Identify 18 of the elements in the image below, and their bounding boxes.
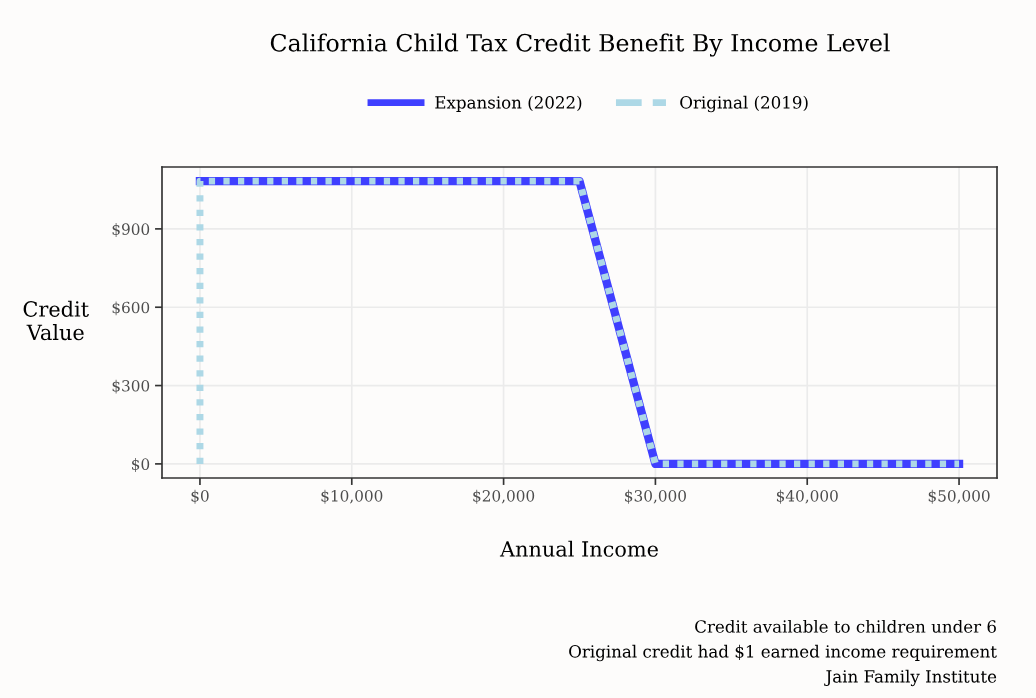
x-tick-label: $30,000 bbox=[625, 489, 686, 504]
y-tick-label: $0 bbox=[132, 458, 150, 472]
legend-label: Expansion (2022) bbox=[435, 95, 582, 112]
y-tick-label: $600 bbox=[112, 301, 150, 316]
text: Jain Family Institute bbox=[824, 669, 997, 687]
text: Original credit had $1 earned income requirement bbox=[569, 644, 997, 662]
x-axis-title: Annual Income bbox=[499, 540, 658, 557]
y-tick-label: $900 bbox=[112, 223, 150, 237]
legend-label: Original (2019) bbox=[680, 95, 808, 113]
x-tick-label: $0 bbox=[191, 489, 209, 504]
x-tick-label: $20,000 bbox=[473, 489, 535, 504]
y-tick-label: $300 bbox=[112, 379, 150, 394]
text: Credit available to children under 6 bbox=[695, 619, 996, 633]
x-tick-label: $50,000 bbox=[928, 489, 990, 504]
x-tick-label: $10,000 bbox=[321, 489, 383, 504]
chart-title: California Child Tax Credit Benefit By Income Level bbox=[270, 33, 890, 57]
y-axis-title: Credit Value bbox=[23, 300, 89, 341]
x-tick-label: $40,000 bbox=[776, 489, 838, 504]
